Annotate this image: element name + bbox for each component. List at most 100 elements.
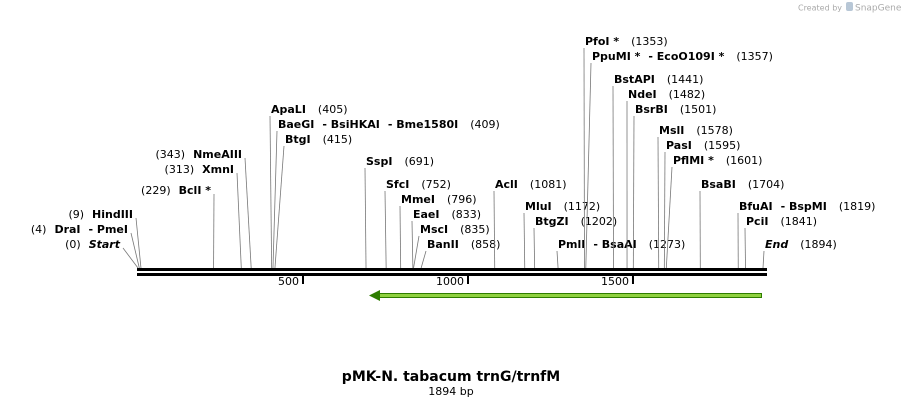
site-position: (1353) (631, 35, 668, 48)
site-line (632, 115, 635, 269)
site-line (523, 212, 526, 269)
enzyme-name: BsaBI (701, 178, 736, 191)
site: MslI (1578) (657, 124, 733, 269)
enzyme-name: NmeAIII (193, 148, 242, 161)
site-label: EaeI (833) (413, 208, 481, 221)
site-line (236, 172, 242, 269)
site-position: (1501) (680, 103, 717, 116)
enzyme-name: BaeGI (278, 118, 314, 131)
site-label: BsrBI (1501) (635, 103, 716, 116)
site-line (585, 62, 592, 269)
enzyme-name: BsrBI (635, 103, 668, 116)
site: PpuMI * - EcoO109I * (1357) (585, 50, 773, 269)
title: pMK-N. tabacum trnG/trnfM (342, 369, 560, 385)
site-label: MluI (1172) (525, 200, 600, 213)
site: BsrBI (1501) (632, 103, 716, 269)
site-label: MscI (835) (420, 223, 490, 236)
site-label: PmlI - BsaAI (1273) (558, 238, 685, 251)
site-line (122, 247, 139, 269)
site-position: (858) (471, 238, 501, 251)
enzyme-name: BtgZI (535, 215, 569, 228)
site-label: BtgZI (1202) (535, 215, 617, 228)
enzyme-name: EaeI (413, 208, 440, 221)
site-position: (1819) (839, 200, 876, 213)
site-position: (405) (318, 103, 348, 116)
tick-label: 500 (278, 275, 299, 288)
backbone (137, 273, 767, 276)
enzyme-name: End (765, 238, 788, 251)
enzyme-name: PflMI * (673, 154, 714, 167)
site: MscI (835) (413, 223, 490, 269)
site-position: (1202) (581, 215, 618, 228)
site: BsaBI (1704) (699, 178, 784, 269)
site-position: (1441) (667, 73, 704, 86)
site: BstAPI (1441) (612, 73, 703, 269)
site-position: (833) (452, 208, 482, 221)
site: BtgI (415) (274, 133, 353, 269)
site: ApaLI (405) (269, 103, 348, 269)
site-label: PflMI * (1601) (673, 154, 762, 167)
site-line (384, 190, 387, 269)
site: SfcI (752) (384, 178, 451, 269)
enzyme-name: BclI * (179, 184, 212, 197)
enzyme-name: XmnI (202, 163, 234, 176)
site-line (533, 227, 536, 269)
site-position: (1172) (564, 200, 601, 213)
site-label: (9) HindIII (68, 208, 133, 221)
site: SspI (691) (364, 155, 434, 269)
site-line (135, 217, 142, 269)
site: (4) DraI - PmeI (31, 223, 140, 269)
site-position: (1704) (748, 178, 785, 191)
enzyme-name: PpuMI * (592, 50, 641, 63)
site-position: (1081) (530, 178, 567, 191)
enzyme-name: BstAPI (614, 73, 655, 86)
subtitle: 1894 bp (428, 385, 473, 398)
site-label: BstAPI (1441) (614, 73, 703, 86)
site-label: (313) XmnI (165, 163, 234, 176)
enzyme-name: - Bme1580I (388, 118, 458, 131)
site-position: (229) (141, 184, 171, 197)
site: BfuAI - BspMI (1819) (737, 200, 876, 269)
site-line (762, 250, 765, 269)
enzyme-name: - EcoO109I * (648, 50, 724, 63)
site: PfoI * (1353) (583, 35, 668, 269)
site-label: MslI (1578) (659, 124, 733, 137)
enzyme-name: AclI (495, 178, 518, 191)
site-label: PciI (1841) (746, 215, 817, 228)
site: PmlI - BsaAI (1273) (556, 238, 685, 269)
site: (9) HindIII (68, 208, 142, 269)
site: (229) BclI * (141, 184, 215, 269)
site-label: PfoI * (1353) (585, 35, 668, 48)
site-line (274, 145, 285, 269)
site: MluI (1172) (523, 200, 600, 269)
enzyme-name: ApaLI (271, 103, 306, 116)
brand: SnapGene (855, 4, 902, 14)
site-line (244, 157, 252, 269)
site-label: (229) BclI * (141, 184, 211, 197)
site: NdeI (1482) (626, 88, 705, 269)
site-position: (409) (470, 118, 500, 131)
enzyme-name: - BsaAI (593, 238, 636, 251)
site-label: BsaBI (1704) (701, 178, 784, 191)
site-position: (0) (65, 238, 81, 251)
site-position: (9) (68, 208, 84, 221)
enzyme-name: SfcI (386, 178, 409, 191)
site: PflMI * (1601) (665, 154, 762, 269)
enzyme-name: DraI (54, 223, 80, 236)
site-line (665, 166, 673, 269)
site-label: MmeI (796) (401, 193, 477, 206)
site: BanII (858) (420, 238, 501, 269)
site-line (269, 115, 273, 269)
site: PciI (1841) (744, 215, 817, 269)
site-position: (415) (323, 133, 353, 146)
site: BtgZI (1202) (533, 215, 617, 269)
site-line (663, 151, 666, 269)
enzyme-name: SspI (366, 155, 392, 168)
site-line (493, 190, 496, 269)
site-position: (796) (447, 193, 477, 206)
site-position: (343) (155, 148, 185, 161)
site-line (420, 250, 427, 269)
site-position: (4) (31, 223, 47, 236)
